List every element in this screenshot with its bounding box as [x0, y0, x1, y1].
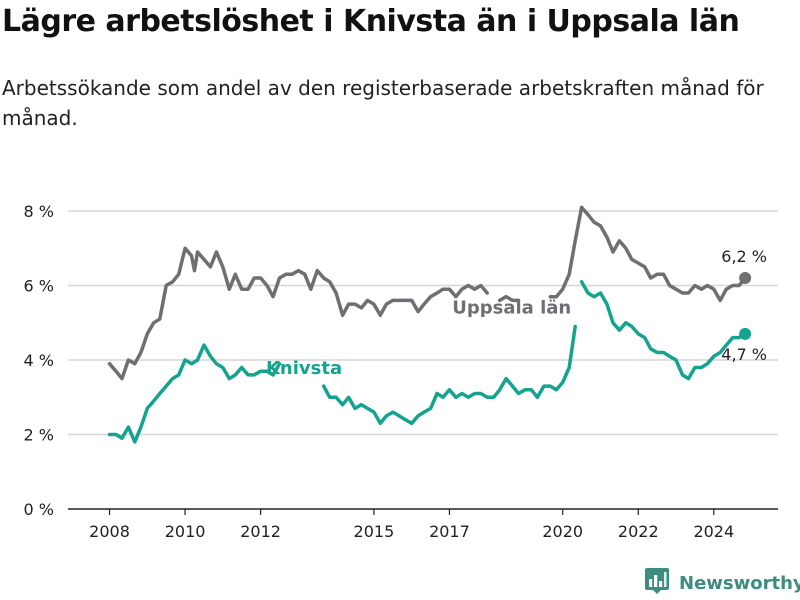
y-tick-label: 0 %: [24, 500, 54, 519]
x-tick-label: 2024: [693, 522, 734, 541]
series-line-knivsta: [107, 343, 282, 444]
x-tick-label: 2010: [165, 522, 206, 541]
x-tick-label: 2012: [240, 522, 281, 541]
chart-subtitle: Arbetssökande som andel av den registerb…: [2, 76, 764, 130]
chart-title: Lägre arbetslöshet i Knivsta än i Uppsal…: [2, 4, 740, 39]
end-point-uppsala-l-n: [739, 272, 752, 285]
x-tick-label: 2020: [542, 522, 583, 541]
y-tick-label: 2 %: [24, 426, 54, 445]
y-tick-label: 6 %: [24, 277, 54, 296]
x-tick-label: 2015: [354, 522, 395, 541]
series-line-uppsala-l-n: [497, 294, 521, 303]
series-line-uppsala-l-n: [548, 205, 747, 303]
newsworthy-logo-icon: [644, 567, 670, 599]
end-point-knivsta: [739, 327, 752, 340]
series-line-uppsala-l-n: [107, 246, 489, 381]
series-name-label-uppsala-l-n: Uppsala län: [452, 297, 571, 318]
end-value-label-uppsala-l-n: 6,2 %: [721, 247, 767, 266]
end-value-label-knivsta: 4,7 %: [721, 345, 767, 364]
x-tick-label: 2022: [618, 522, 659, 541]
y-tick-label: 8 %: [24, 202, 54, 221]
x-tick-label: 2008: [89, 522, 130, 541]
series-line-knivsta: [579, 280, 747, 381]
series-lines: [107, 205, 752, 444]
series-line-knivsta: [321, 324, 577, 426]
axes: 0 % 2 % 4 % 6 % 8 % 2008 2010 2012 2015 2017 2020 2…: [24, 202, 778, 541]
series-name-label-knivsta: Knivsta: [266, 358, 342, 379]
brand: Newsworthy: [644, 568, 800, 598]
y-tick-label: 4 %: [24, 351, 54, 370]
gridlines: [68, 210, 778, 436]
brand-name: Newsworthy: [679, 572, 800, 594]
x-tick-label: 2017: [429, 522, 470, 541]
series-labels: 6,2 % 4,7 % Uppsala län Knivsta: [266, 247, 767, 379]
